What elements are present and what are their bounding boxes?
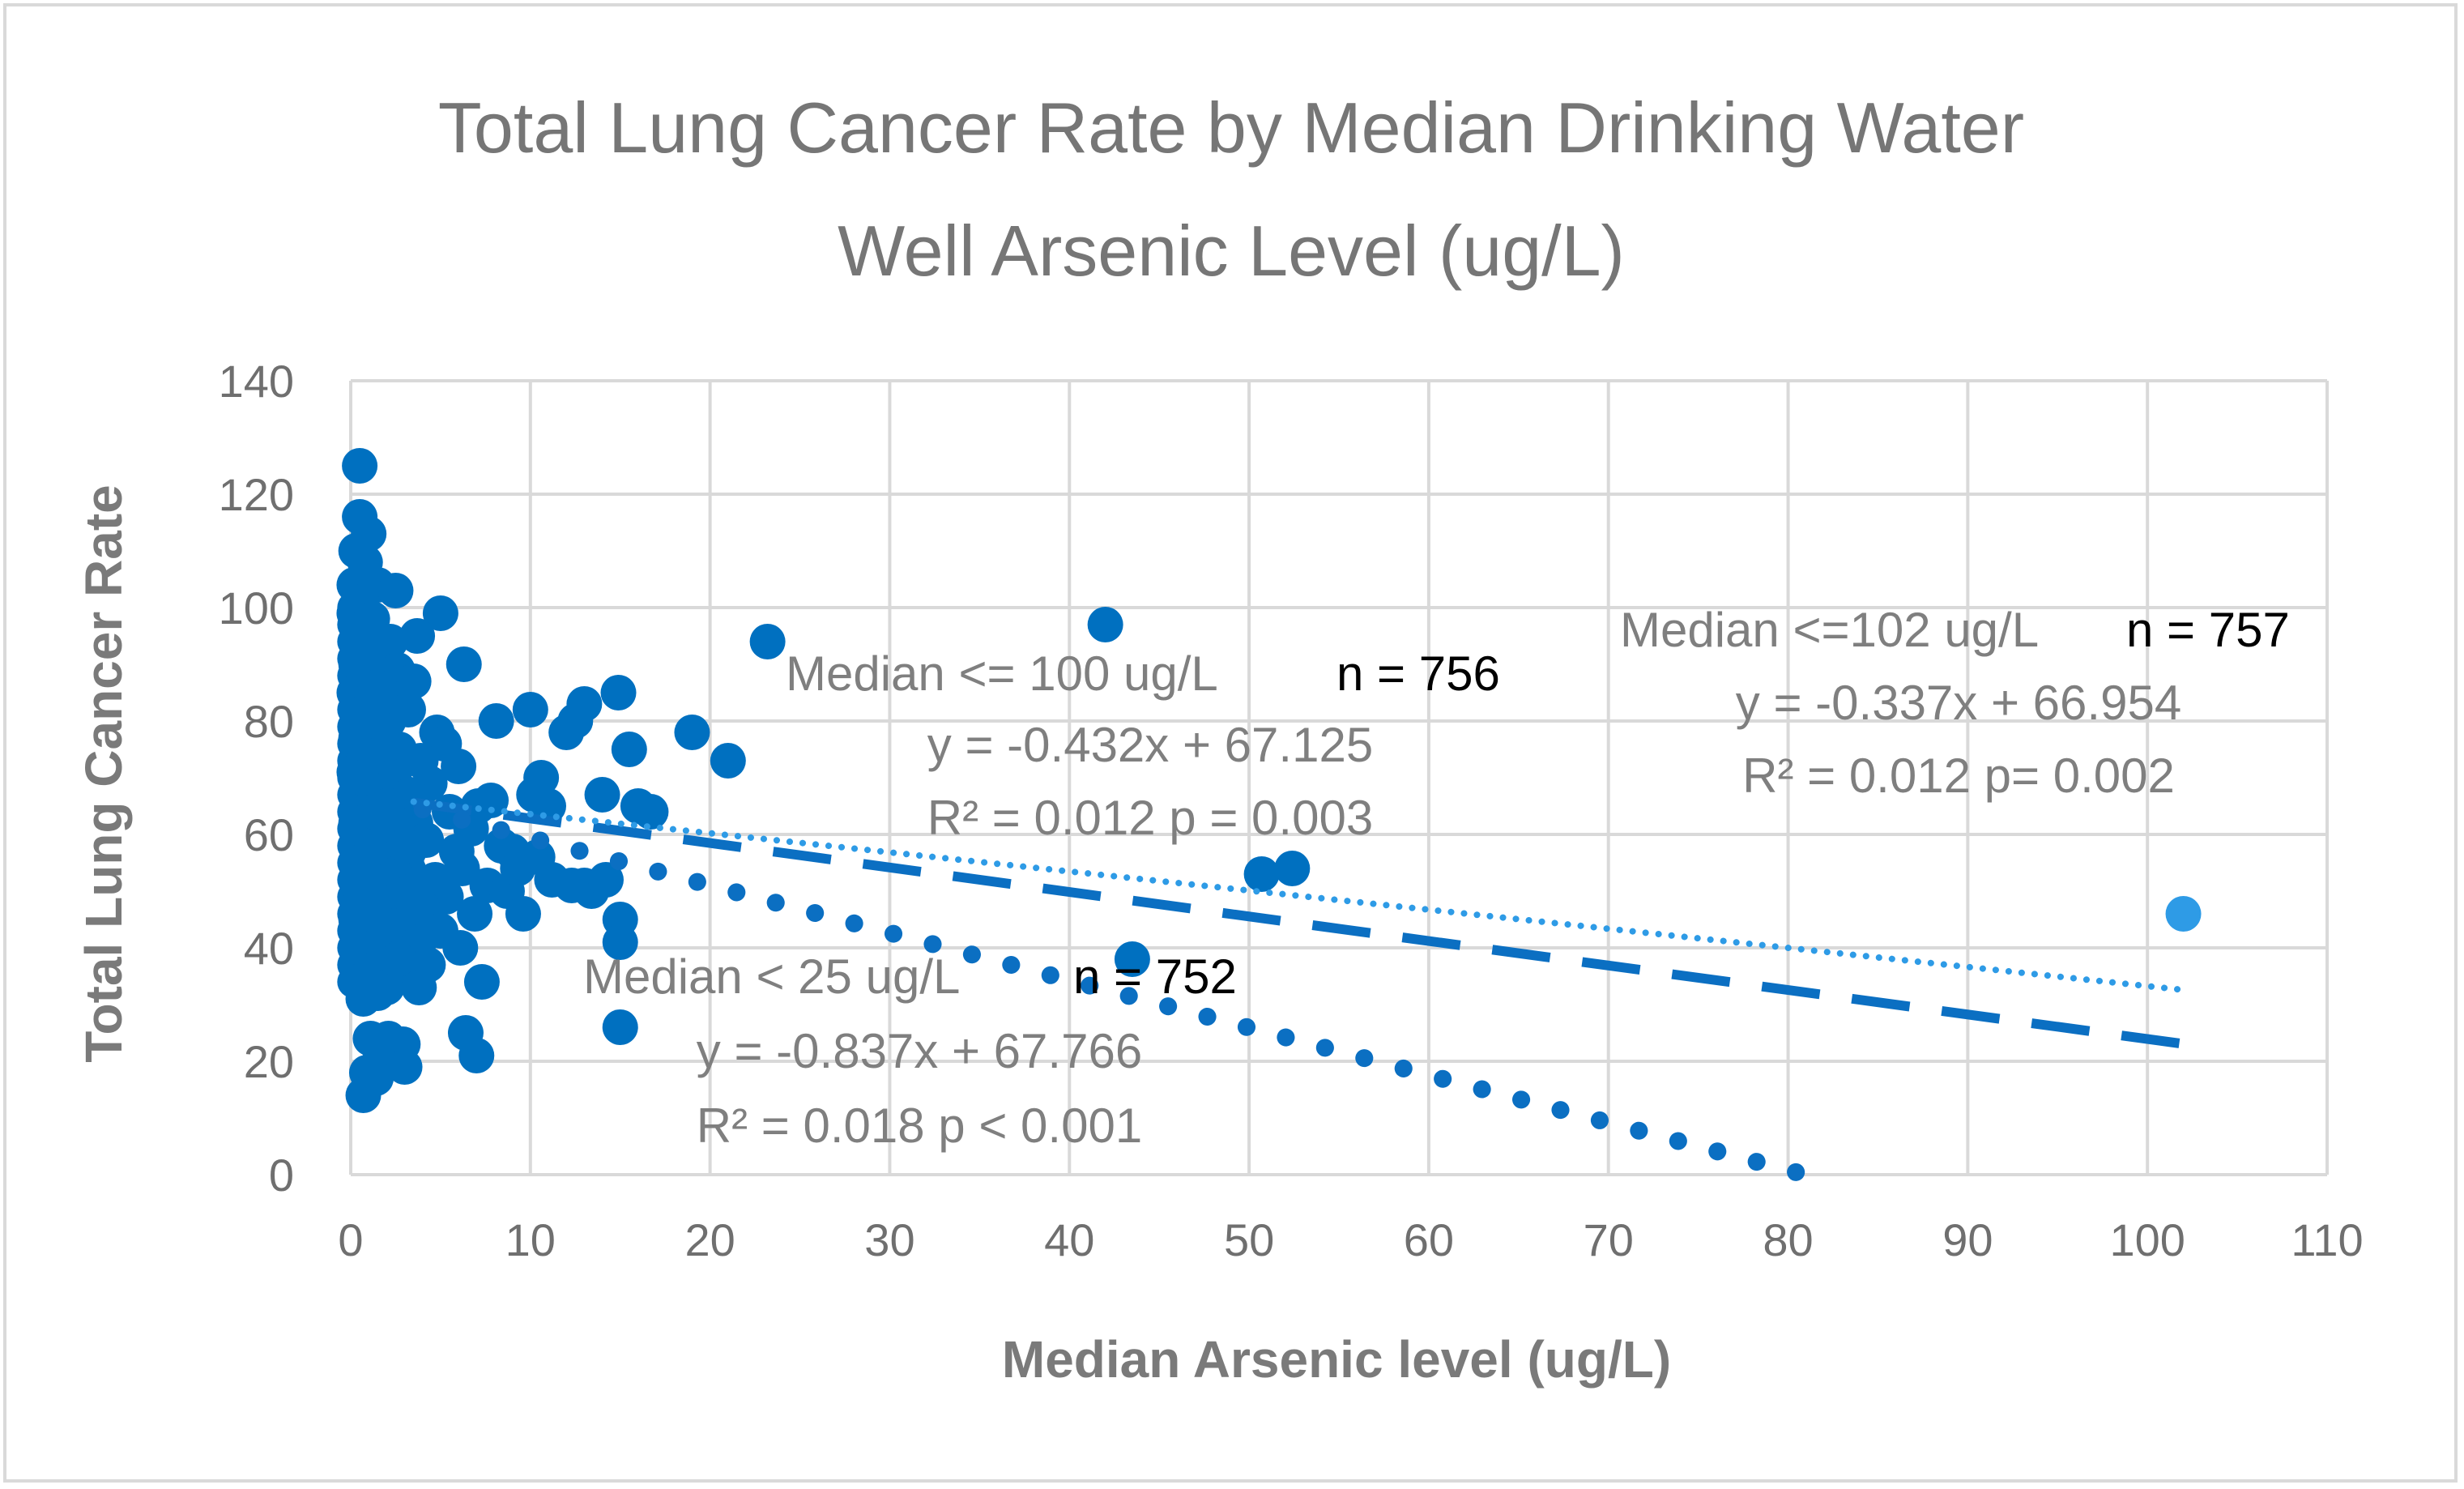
scatter-point [345, 1077, 382, 1113]
y-axis-ticks: 0 20 40 60 80 100 120 140 [219, 356, 294, 1201]
x-tick-label-30: 30 [864, 1214, 914, 1265]
y-tick-label-40: 40 [244, 923, 294, 974]
y-tick-label-60: 60 [244, 809, 294, 860]
scatter-point [749, 624, 786, 659]
scatter-point [566, 686, 603, 722]
y-tick-label-120: 120 [219, 469, 294, 520]
annotation-25-stats: R² = 0.018 p < 0.001 [697, 1099, 1142, 1153]
x-axis-ticks: 0 10 20 30 40 50 60 70 80 90 100 110 [338, 1214, 2363, 1265]
scatter-point [602, 1009, 638, 1045]
scatter-point [710, 743, 746, 779]
annotation-25-n: n = 752 [1073, 949, 1237, 1004]
scatter-point [377, 573, 414, 608]
x-tick-label-110: 110 [2291, 1214, 2363, 1265]
x-tick-label-90: 90 [1942, 1214, 1993, 1265]
scatter-point [361, 681, 398, 716]
x-tick-label-80: 80 [1763, 1214, 1813, 1265]
y-tick-label-140: 140 [219, 356, 294, 407]
y-tick-label-80: 80 [244, 696, 294, 747]
y-tick-label-20: 20 [244, 1036, 294, 1087]
trendline-1 [413, 800, 1815, 1184]
y-tick-label-100: 100 [219, 582, 294, 634]
x-tick-label-40: 40 [1044, 1214, 1094, 1265]
scatter-point [401, 970, 437, 1005]
annotation-25-label: Median < 25 ug/L [583, 949, 960, 1004]
annotation-median-25: Median < 25 ug/L n = 752 y = -0.837x + 6… [583, 949, 1237, 1153]
annotation-102-stats: R² = 0.012 p= 0.002 [1742, 749, 2175, 803]
scatter-point [379, 941, 416, 977]
scatter-point [386, 1049, 423, 1085]
annotation-100-label: Median <= 100 ug/L [786, 646, 1218, 701]
scatter-point [674, 715, 710, 750]
annotation-100-stats: R² = 0.012 p = 0.003 [927, 791, 1373, 845]
scatter-point [1114, 941, 1150, 977]
scatter-point [342, 448, 378, 484]
trendline-0 [412, 797, 2185, 1049]
x-tick-label-50: 50 [1224, 1214, 1274, 1265]
x-tick-label-20: 20 [684, 1214, 735, 1265]
x-tick-label-60: 60 [1404, 1214, 1454, 1265]
annotation-100-equation: y = -0.432x + 67.125 [927, 718, 1373, 772]
scatter-points [336, 448, 2202, 1113]
annotation-102-n: n = 757 [2126, 603, 2290, 657]
scatter-point [633, 794, 669, 830]
x-axis-title: Median Arsenic level (ug/L) [1002, 1330, 1671, 1389]
annotation-25-equation: y = -0.837x + 67.766 [697, 1024, 1142, 1078]
scatter-point [347, 635, 383, 671]
trendlines [410, 797, 2187, 1184]
scatter-point [512, 692, 548, 727]
x-tick-label-10: 10 [505, 1214, 556, 1265]
scatter-point [463, 964, 500, 1000]
scatter-point [457, 896, 493, 932]
scatter-point [356, 794, 392, 830]
annotation-100-n: n = 756 [1336, 646, 1500, 701]
y-tick-label-0: 0 [269, 1150, 294, 1201]
scatter-point [602, 924, 638, 960]
scatter-point [458, 1038, 495, 1073]
scatter-point [386, 828, 423, 864]
annotation-102-label: Median <=102 ug/L [1620, 603, 2039, 657]
scatter-point [584, 777, 620, 813]
scatter-point [1243, 856, 1280, 892]
scatter-point [422, 595, 458, 631]
annotation-median-100: Median <= 100 ug/L n = 756 y = -0.432x +… [786, 646, 1500, 845]
scatter-point [1274, 851, 1311, 886]
scatter-point [348, 862, 385, 898]
scatter-point [399, 618, 436, 654]
scatter-point [600, 675, 637, 710]
x-tick-label-100: 100 [2109, 1214, 2185, 1265]
annotation-102-equation: y = -0.337x + 66.954 [1736, 676, 2181, 730]
scatter-point [370, 726, 407, 762]
scatter-point [587, 862, 624, 898]
x-tick-label-0: 0 [338, 1214, 363, 1265]
annotation-median-102: Median <=102 ug/L n = 757 y = -0.337x + … [1620, 603, 2290, 803]
x-tick-label-70: 70 [1584, 1214, 1634, 1265]
scatter-point [367, 907, 403, 943]
chart-title-line-2: Well Arsenic Level (ug/L) [838, 211, 1625, 291]
scatter-point [473, 783, 509, 818]
scatter-point [611, 732, 647, 767]
scatter-point [442, 930, 479, 966]
chart-title-line-1: Total Lung Cancer Rate by Median Drinkin… [438, 87, 2024, 168]
scatter-point [445, 646, 482, 682]
scatter-point [338, 902, 374, 937]
trendline-2 [410, 798, 2187, 993]
scatter-point-outlier [2165, 896, 2202, 932]
scatter-point [1087, 607, 1123, 642]
scatter-point [345, 981, 382, 1017]
scatter-point [505, 896, 541, 932]
y-axis-title: Total Lung Cancer Rate [75, 484, 133, 1063]
scatter-point [478, 703, 514, 739]
scatter-point [343, 760, 380, 796]
scatter-point [441, 749, 477, 784]
scatter-point [444, 851, 480, 886]
